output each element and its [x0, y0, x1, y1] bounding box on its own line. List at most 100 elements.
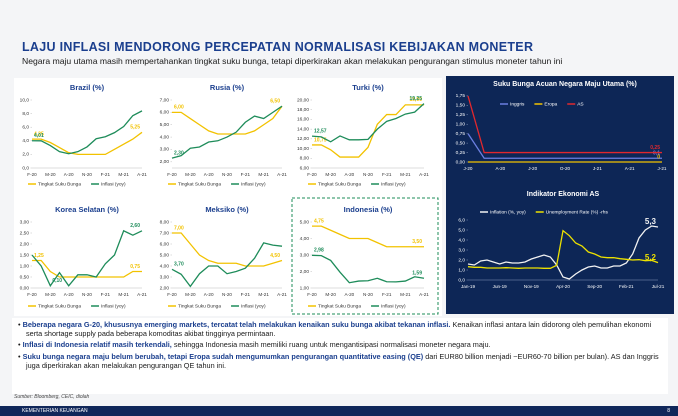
series-line — [172, 232, 283, 267]
legend-label: Inflasi (yoy) — [381, 181, 406, 187]
series-line — [312, 104, 424, 158]
data-label: 2,98 — [314, 248, 324, 254]
x-tick-label: J-21 — [593, 166, 602, 171]
series-line — [171, 242, 283, 288]
x-tick-label: F-21 — [101, 292, 111, 297]
y-tick-label: 5,00 — [160, 122, 170, 128]
bullet-text: dari EUR80 billion menjadi ~EUR60-70 bil… — [26, 351, 659, 370]
x-tick-label: F-21 — [241, 172, 251, 177]
y-tick-label: 2,00 — [160, 159, 170, 165]
y-tick-label: 10,00 — [297, 146, 309, 152]
series-line — [467, 229, 659, 269]
data-label: 12,57 — [314, 128, 327, 134]
x-tick-label: M-20 — [185, 172, 196, 177]
bullet: • Suku bunga negara maju belum berubah, … — [18, 351, 659, 370]
x-tick-label: N-20 — [363, 292, 373, 297]
y-tick-label: 0,25 — [456, 150, 466, 156]
data-label: 4,25 — [34, 131, 44, 137]
y-tick-label: 14,00 — [297, 126, 309, 132]
source: Sumber: Bloomberg, CEIC, diolah — [14, 394, 90, 400]
x-tick-label: A-20 — [344, 172, 354, 177]
y-tick-label: 0,0 — [22, 165, 29, 171]
y-tick-label: 7,00 — [160, 230, 170, 236]
series-line — [32, 259, 142, 278]
x-tick-label: A-20 — [64, 292, 74, 297]
legend-label: Inflation (%, yoy) — [490, 209, 526, 215]
legend-label: Eropa — [544, 101, 557, 107]
x-tick-label: Nov-19 — [524, 284, 539, 289]
chart-title: Suku Bunga Acuan Negara Maju Utama (%) — [493, 81, 637, 88]
x-tick-label: J-20 — [528, 166, 537, 171]
x-tick-label: F-21 — [241, 292, 251, 297]
data-label: 5,3 — [645, 217, 657, 226]
x-tick-label: F-21 — [382, 292, 392, 297]
y-tick-label: 12,00 — [297, 136, 309, 142]
x-tick-label: A-21 — [277, 172, 287, 177]
data-label: 7,00 — [174, 225, 184, 231]
x-tick-label: F-20 — [27, 292, 37, 297]
y-tick-label: 0,50 — [20, 274, 30, 280]
x-tick-label: A-21 — [137, 292, 147, 297]
left-panel — [14, 78, 442, 316]
y-tick-label: 0,0 — [458, 277, 465, 283]
x-tick-label: M-20 — [185, 292, 196, 297]
series-line — [32, 131, 143, 156]
legend-label: Inflasi (yoy) — [241, 181, 266, 187]
y-tick-label: 2,00 — [20, 241, 30, 247]
y-tick-label: 5,0 — [458, 227, 465, 233]
y-tick-label: 10,0 — [20, 97, 30, 103]
footer: KEMENTERIAN KEUANGAN 8 — [0, 406, 678, 416]
x-tick-label: A-20 — [64, 172, 74, 177]
header: LAJU INFLASI MENDORONG PERCEPATAN NORMAL… — [22, 40, 662, 66]
x-tick-label: N-20 — [363, 172, 373, 177]
data-label: 3,70 — [174, 262, 184, 268]
x-tick-label: A-21 — [277, 292, 287, 297]
y-tick-label: 3,00 — [20, 219, 30, 225]
x-tick-label: M-21 — [258, 292, 269, 297]
x-tick-label: Feb-21 — [619, 284, 634, 289]
title: LAJU INFLASI MENDORONG PERCEPATAN NORMAL… — [22, 40, 534, 54]
subtitle: Negara maju utama masih mempertahankan t… — [22, 56, 563, 66]
y-tick-label: 0,00 — [456, 159, 466, 165]
data-label: 5,2 — [645, 253, 657, 262]
y-tick-label: 1,0 — [458, 267, 465, 273]
data-label: 19,25 — [409, 96, 422, 102]
y-tick-label: 2,50 — [20, 230, 30, 236]
series-line — [31, 110, 143, 155]
series-line — [312, 225, 424, 248]
bullet-bold: Inflasi di Indonesia relatif masih terke… — [22, 340, 172, 350]
data-label: 6,50 — [270, 99, 280, 105]
data-label: 0,10 — [52, 278, 62, 284]
data-label: 2,30 — [174, 150, 184, 156]
y-tick-label: 1,50 — [20, 252, 30, 258]
x-tick-label: Jan-19 — [461, 284, 475, 289]
y-tick-label: 1,00 — [456, 121, 466, 127]
x-tick-label: M-21 — [118, 172, 129, 177]
x-tick-label: F-20 — [167, 292, 177, 297]
x-tick-label: O-20 — [560, 166, 571, 171]
y-tick-label: 18,00 — [297, 107, 309, 113]
page-number: 8 — [667, 408, 670, 414]
chart-title: Indikator Ekonomi AS — [527, 191, 600, 198]
x-tick-label: M-21 — [400, 292, 411, 297]
series-line — [311, 103, 425, 143]
y-tick-label: 7,00 — [160, 97, 170, 103]
y-tick-label: 0,75 — [456, 131, 466, 137]
right-panel — [446, 76, 674, 314]
x-tick-label: M-21 — [400, 172, 411, 177]
legend-label: Tingkat Suku Bunga — [178, 181, 221, 187]
y-tick-label: 5,00 — [300, 219, 310, 225]
legend-label: Tingkat Suku Bunga — [38, 181, 81, 187]
series-line — [31, 229, 143, 288]
x-tick-label: A-21 — [419, 172, 429, 177]
series-line — [467, 225, 659, 280]
data-label: 0,25 — [650, 145, 660, 151]
y-tick-label: 2,0 — [458, 257, 465, 263]
data-label: 0,1 — [653, 151, 660, 157]
x-tick-label: N-20 — [82, 172, 92, 177]
x-tick-label: M-20 — [45, 292, 56, 297]
bullet: • Inflasi di Indonesia relatif masih ter… — [18, 340, 491, 350]
legend-label: Tingkat Suku Bunga — [318, 303, 361, 309]
y-tick-label: 5,00 — [160, 252, 170, 258]
series-line — [311, 254, 425, 284]
